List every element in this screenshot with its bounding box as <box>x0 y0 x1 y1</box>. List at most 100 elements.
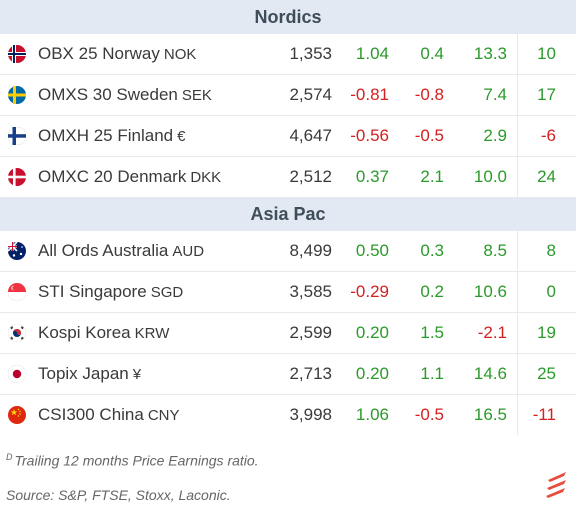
column-divider <box>517 157 518 197</box>
change-3: 8.5 <box>483 241 507 260</box>
column-divider <box>517 395 518 435</box>
footnote-marker: D <box>6 452 13 462</box>
change-3: 10.0 <box>473 167 507 186</box>
change-3: 14.6 <box>473 364 507 383</box>
column-divider <box>517 231 518 271</box>
laconic-logo-icon <box>546 472 566 498</box>
column-divider <box>517 34 518 74</box>
change-2: -0.8 <box>414 85 444 104</box>
norway-flag-icon <box>8 45 26 63</box>
source-note: Source: S&P, FTSE, Stoxx, Laconic. <box>6 487 231 503</box>
pe-ratio: -11 <box>532 405 556 424</box>
denmark-flag-icon <box>8 168 26 186</box>
change-1: 0.50 <box>355 241 389 260</box>
column-divider <box>517 116 518 156</box>
table-row: OMXS 30 Sweden SEK 2,574 -0.81 -0.8 7.4 17 <box>0 75 576 116</box>
change-3: -2.1 <box>477 323 507 342</box>
table-row: OBX 25 Norway NOK 1,353 1.04 0.4 13.3 10 <box>0 34 576 75</box>
table-row: Kospi Korea KRW 2,599 0.20 1.5 -2.1 19 <box>0 313 576 354</box>
section-nordics: Nordics OBX 25 Norway NOK 1,353 1.04 0.4 13.3… <box>0 0 576 197</box>
pe-ratio: -6 <box>540 126 556 145</box>
section-header: Nordics <box>0 0 576 34</box>
change-2: 2.1 <box>420 167 444 186</box>
change-2: 0.2 <box>420 282 444 301</box>
index-level: 2,599 <box>289 323 332 342</box>
australia-flag-icon <box>8 242 26 260</box>
index-level: 8,499 <box>289 241 332 260</box>
currency-label: € <box>177 128 186 145</box>
index-level: 3,998 <box>289 405 332 424</box>
change-1: 0.20 <box>355 323 389 342</box>
change-1: 0.37 <box>355 167 389 186</box>
currency-label: NOK <box>163 46 197 63</box>
pe-ratio: 10 <box>537 44 556 63</box>
singapore-flag-icon <box>8 283 26 301</box>
change-3: 16.5 <box>473 405 507 424</box>
index-name: CSI300 China CNY <box>38 405 180 424</box>
table-row: STI Singapore SGD 3,585 -0.29 0.2 10.6 0 <box>0 272 576 313</box>
column-divider <box>517 272 518 312</box>
index-name: All Ords Australia AUD <box>38 241 205 260</box>
currency-label: CNY <box>147 407 180 424</box>
change-2: 0.4 <box>420 44 444 63</box>
table-row: All Ords Australia AUD 8,499 0.50 0.3 8.5 8 <box>0 231 576 272</box>
index-level: 2,512 <box>289 167 332 186</box>
section-asia-pac: Asia Pac All Ords Australia AUD 8,499 0.50 0… <box>0 197 576 435</box>
change-3: 7.4 <box>483 85 507 104</box>
currency-label: AUD <box>172 243 205 260</box>
currency-label: DKK <box>190 169 222 186</box>
table-row: OMXH 25 Finland € 4,647 -0.56 -0.5 2.9 -6 <box>0 116 576 157</box>
index-level: 2,574 <box>289 85 332 104</box>
column-divider <box>517 75 518 115</box>
currency-label: SGD <box>150 284 184 301</box>
index-level: 3,585 <box>289 282 332 301</box>
change-1: -0.29 <box>350 282 389 301</box>
index-name: STI Singapore SGD <box>38 282 184 301</box>
currency-label: KRW <box>134 325 170 342</box>
pe-ratio: 8 <box>546 241 556 260</box>
table-row: OMXC 20 Denmark DKK 2,512 0.37 2.1 10.0 24 <box>0 157 576 197</box>
sweden-flag-icon <box>8 86 26 104</box>
pe-ratio: 24 <box>537 167 556 186</box>
china-flag-icon <box>8 406 26 424</box>
index-level: 4,647 <box>289 126 332 145</box>
column-divider <box>517 354 518 394</box>
change-1: 1.04 <box>355 44 389 63</box>
change-3: 13.3 <box>473 44 507 63</box>
pe-ratio: 25 <box>537 364 556 383</box>
change-2: -0.5 <box>414 126 444 145</box>
change-3: 10.6 <box>473 282 507 301</box>
pe-ratio: 17 <box>537 85 556 104</box>
table-row: Topix Japan ¥ 2,713 0.20 1.1 14.6 25 <box>0 354 576 395</box>
currency-label: SEK <box>181 87 212 104</box>
index-name: OMXC 20 Denmark DKK <box>38 167 222 186</box>
finland-flag-icon <box>8 127 26 145</box>
change-2: 0.3 <box>420 241 444 260</box>
change-2: 1.5 <box>420 323 444 342</box>
index-level: 1,353 <box>289 44 332 63</box>
index-level: 2,713 <box>289 364 332 383</box>
change-2: 1.1 <box>420 364 444 383</box>
change-1: 1.06 <box>355 405 389 424</box>
index-name: Kospi Korea KRW <box>38 323 170 342</box>
change-2: -0.5 <box>414 405 444 424</box>
change-1: -0.81 <box>350 85 389 104</box>
footnote: D Trailing 12 months Price Earnings ratio… <box>6 452 259 469</box>
column-divider <box>517 313 518 353</box>
pe-ratio: 19 <box>537 323 556 342</box>
index-name: OMXH 25 Finland € <box>38 126 186 145</box>
index-name: OBX 25 Norway NOK <box>38 44 197 63</box>
change-1: -0.56 <box>350 126 389 145</box>
index-name: OMXS 30 Sweden SEK <box>38 85 212 104</box>
section-header: Asia Pac <box>0 197 576 231</box>
change-3: 2.9 <box>483 126 507 145</box>
table-row: CSI300 China CNY 3,998 1.06 -0.5 16.5 -11 <box>0 395 576 435</box>
footnote-text: Trailing 12 months Price Earnings ratio. <box>14 452 259 469</box>
currency-label: ¥ <box>132 366 142 383</box>
change-1: 0.20 <box>355 364 389 383</box>
japan-flag-icon <box>8 365 26 383</box>
index-name: Topix Japan ¥ <box>38 364 142 383</box>
pe-ratio: 0 <box>546 282 556 301</box>
korea-flag-icon <box>8 324 26 342</box>
